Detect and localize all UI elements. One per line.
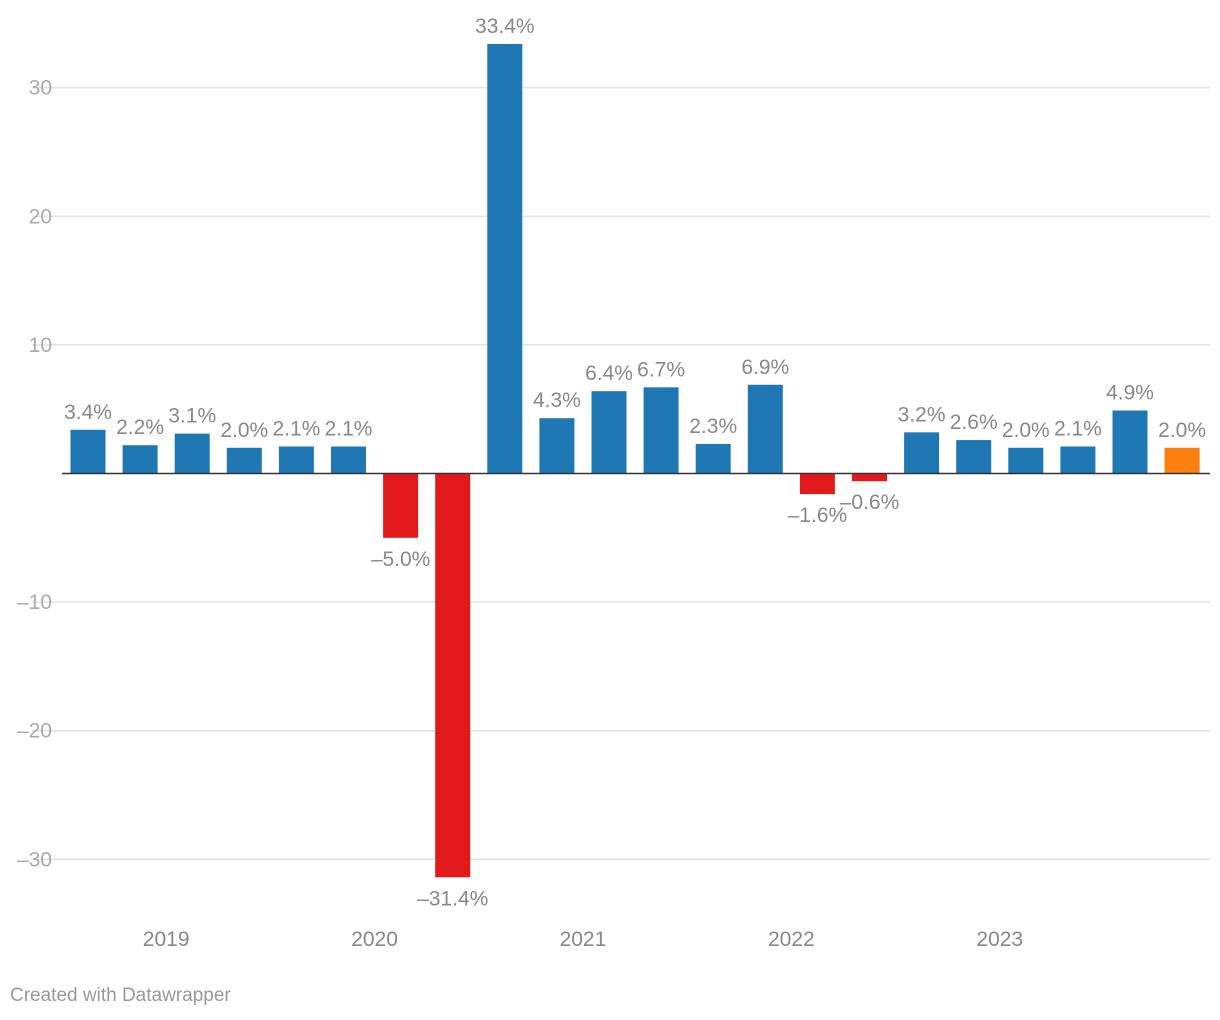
data-label: 3.4% [64, 401, 112, 424]
x-year-label: 2021 [560, 928, 607, 951]
x-year-label: 2020 [351, 928, 398, 951]
y-tick-label: –30 [17, 848, 52, 871]
bar [487, 43, 523, 474]
data-label: 6.4% [585, 362, 633, 385]
bar [383, 473, 419, 538]
x-year-label: 2023 [976, 928, 1023, 951]
data-label: 4.3% [533, 389, 581, 412]
bar [695, 443, 731, 474]
data-label: 2.2% [116, 416, 164, 439]
bar [539, 418, 575, 474]
data-label: 2.0% [1002, 419, 1050, 442]
bar [852, 473, 887, 482]
data-label: 2.1% [1054, 417, 1102, 440]
bar [956, 440, 992, 474]
bar [747, 384, 783, 474]
bar [1112, 410, 1148, 474]
data-label: 2.6% [950, 411, 998, 434]
bar [591, 391, 627, 474]
y-tick-label: –20 [17, 720, 52, 743]
data-label: 4.9% [1106, 381, 1154, 404]
data-label: 2.1% [272, 417, 320, 440]
bar [278, 446, 314, 474]
data-label: –31.4% [417, 887, 488, 910]
data-label: 6.7% [637, 358, 685, 381]
datawrapper-credit: Created with Datawrapper [10, 985, 231, 1006]
bar [226, 447, 262, 474]
data-label: 33.4% [475, 15, 535, 38]
y-tick-label: 20 [29, 205, 52, 228]
data-label: –0.6% [840, 491, 900, 514]
bar [1164, 447, 1200, 474]
y-tick-label: 30 [29, 77, 52, 100]
bar [904, 432, 940, 474]
gridlines [32, 86, 1210, 861]
x-year-label: 2022 [768, 928, 815, 951]
bar [174, 433, 210, 474]
data-label: 2.3% [689, 415, 737, 438]
data-label: 3.1% [168, 405, 216, 428]
bar [122, 445, 158, 474]
bar [435, 473, 471, 878]
bar [331, 446, 366, 474]
y-tick-label: 10 [29, 334, 52, 357]
bar [1008, 447, 1044, 474]
data-label: –1.6% [788, 504, 848, 527]
data-label: 2.0% [220, 419, 268, 442]
y-tick-label: –10 [17, 591, 52, 614]
bars [70, 43, 1200, 878]
data-label: 2.1% [325, 417, 373, 440]
bar [1060, 446, 1096, 474]
y-axis-tick-labels: 30 20 10 –10 –20 –30 [17, 77, 52, 872]
x-year-label: 2019 [143, 928, 190, 951]
data-label: 6.9% [741, 356, 789, 379]
bar [643, 387, 679, 474]
data-labels: 3.4%2.2%3.1%2.0% 2.1% 2.1%–5.0%–31.4%33.4%… [64, 15, 1206, 910]
data-label: –5.0% [371, 548, 431, 571]
bar [70, 429, 106, 474]
data-label: 3.2% [898, 403, 946, 426]
x-axis-year-labels: 2019 2020 2021 2022 2023 [143, 928, 1023, 951]
data-label: 2.0% [1158, 419, 1206, 442]
bar [799, 473, 835, 495]
